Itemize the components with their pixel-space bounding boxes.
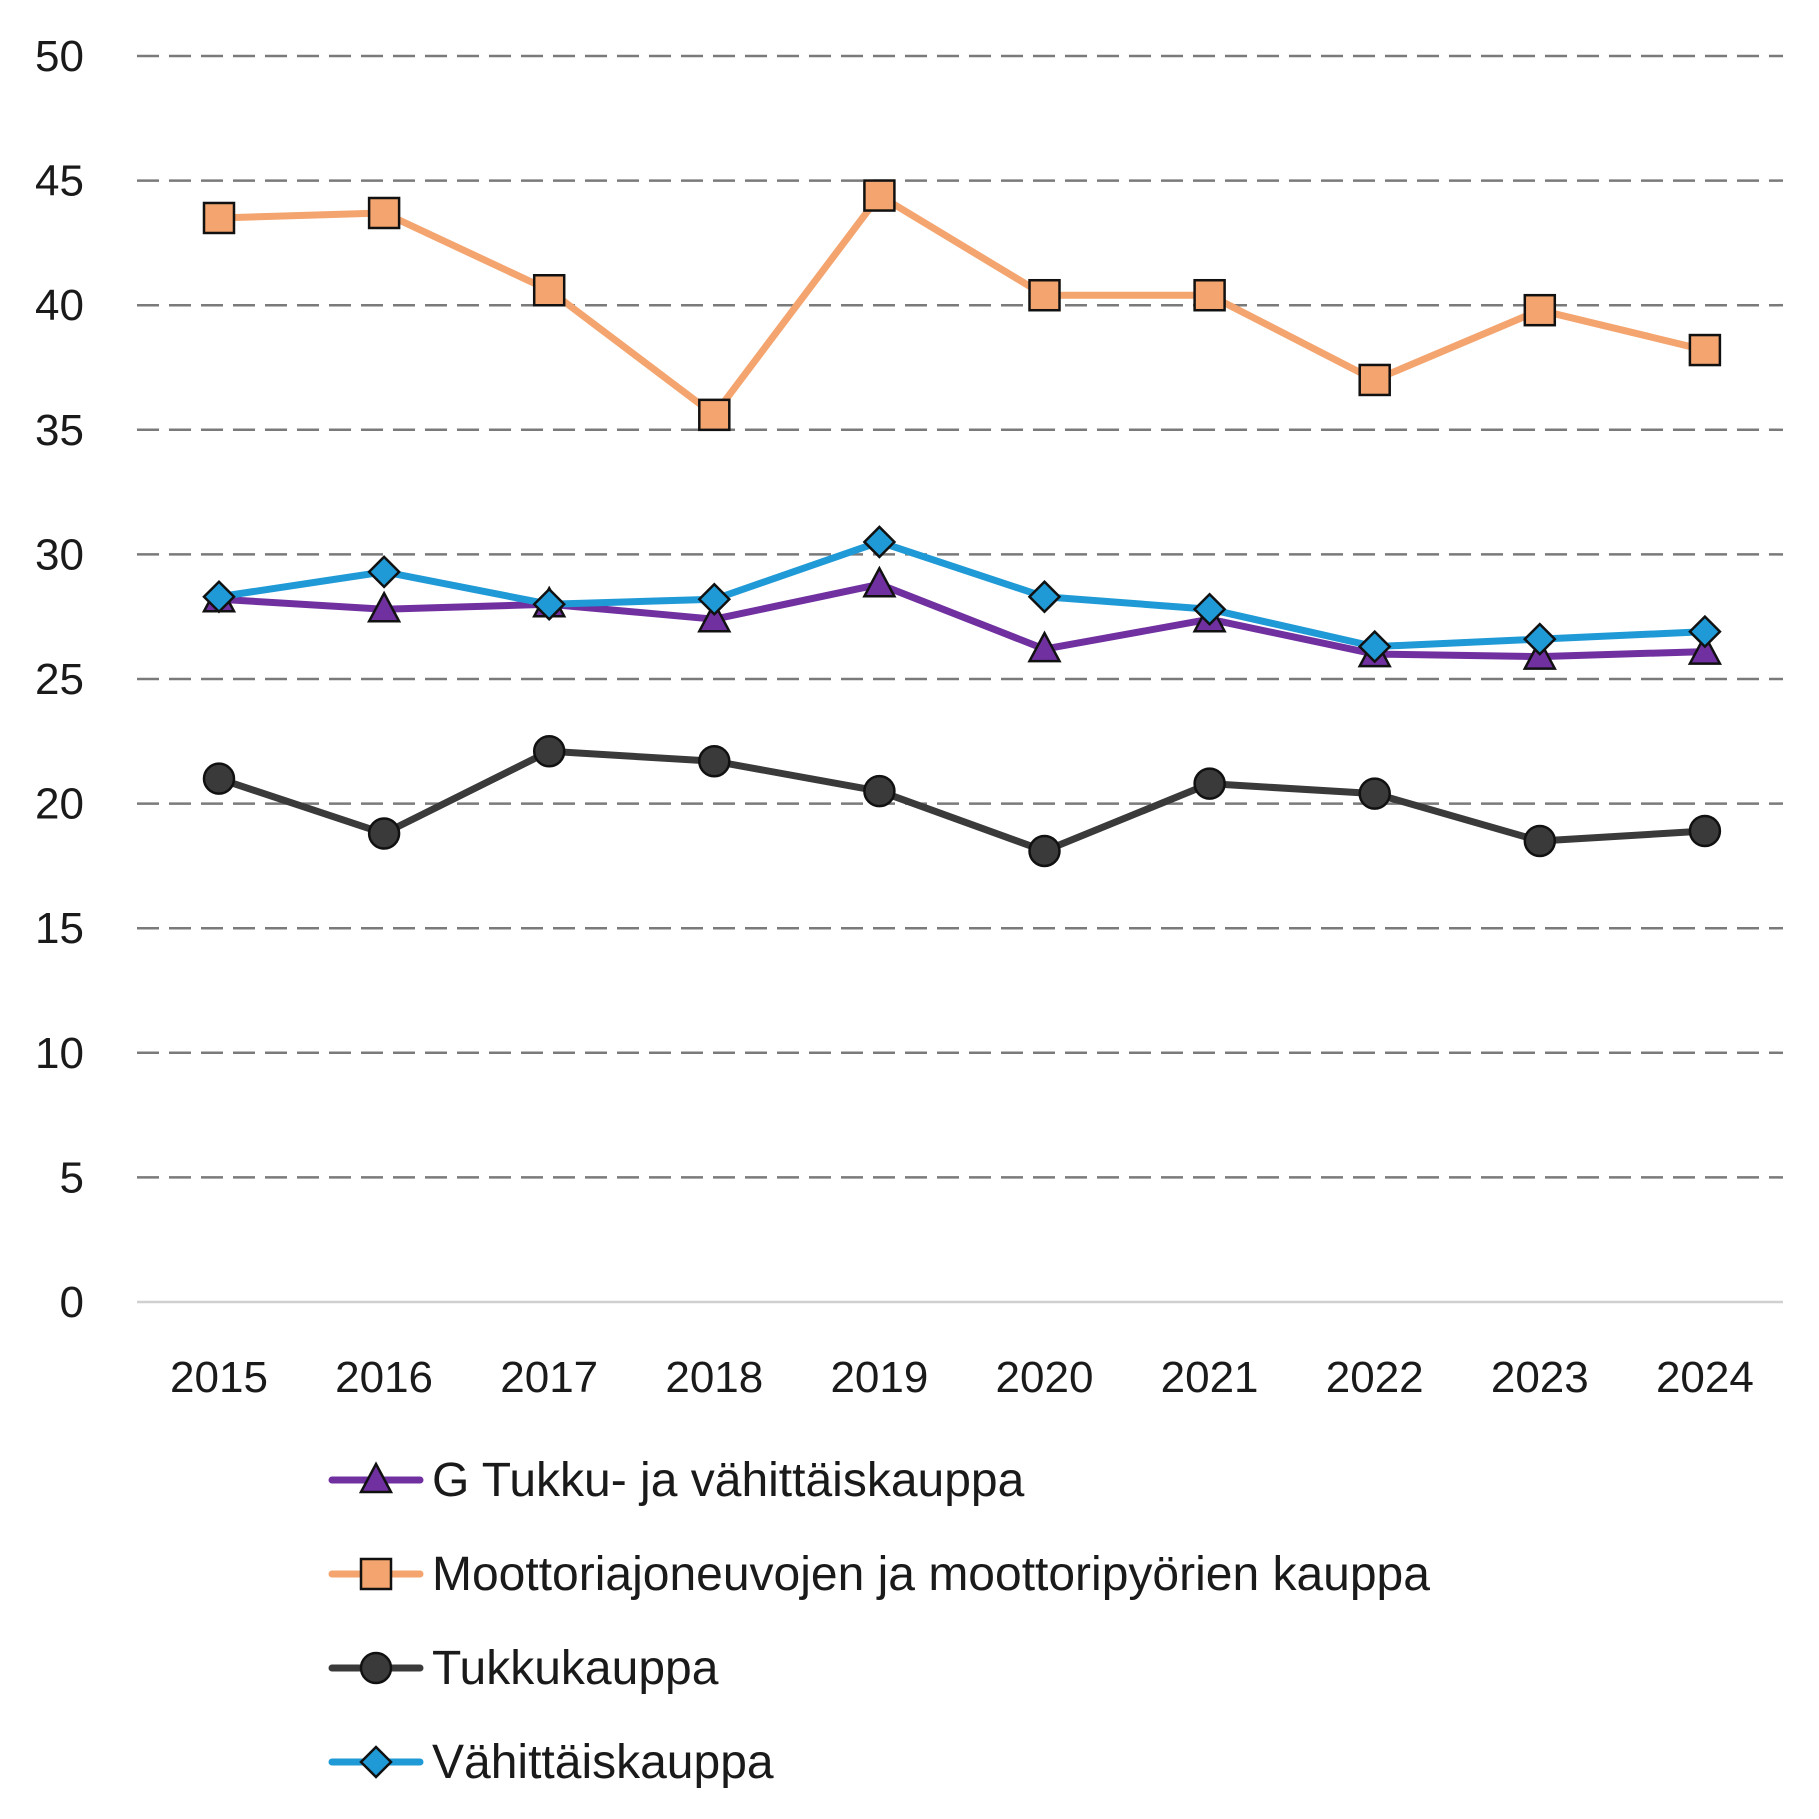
legend-marker-diamond	[359, 1745, 393, 1779]
data-point-diamond	[1192, 592, 1227, 626]
data-point-square	[1358, 363, 1391, 397]
x-tick-label: 2022	[1326, 1353, 1424, 1402]
y-tick-label: 5	[60, 1153, 84, 1202]
data-point-square	[367, 196, 401, 230]
data-point-square	[202, 201, 236, 235]
data-point-circle	[202, 762, 236, 795]
series-line	[215, 747, 1709, 855]
y-tick-label: 25	[35, 655, 84, 704]
x-tick-label: 2020	[996, 1353, 1094, 1402]
series-line	[215, 580, 1709, 661]
data-point-square	[532, 273, 566, 307]
data-point-diamond	[1688, 614, 1722, 649]
legend: G Tukku- ja vähittäiskauppa Moottoriajone…	[328, 1454, 1430, 1789]
y-tick-label: 0	[60, 1278, 84, 1327]
data-point-circle	[863, 774, 896, 808]
series-diamond	[202, 525, 1722, 664]
legend-item: Moottoriajoneuvojen ja moottoripyörien k…	[328, 1548, 1430, 1601]
x-tick-label: 2017	[500, 1353, 598, 1402]
x-tick-label: 2016	[335, 1353, 433, 1402]
x-tick-label: 2015	[170, 1353, 268, 1402]
x-tick-label: 2021	[1161, 1353, 1259, 1402]
data-point-diamond	[367, 555, 401, 589]
data-point-diamond	[532, 587, 566, 622]
x-tick-label: 2019	[830, 1353, 928, 1402]
y-axis-ticks: 0 5 10 15 20 25 30 35 40 45 50	[35, 32, 84, 1327]
data-point-circle	[367, 817, 401, 850]
y-tick-label: 30	[35, 530, 84, 579]
legend-marker-circle	[359, 1651, 393, 1685]
data-point-circle	[698, 744, 731, 778]
data-point-triangle	[1687, 632, 1722, 665]
data-point-triangle	[367, 590, 402, 623]
legend-item: G Tukku- ja vähittäiskauppa	[328, 1454, 1025, 1507]
x-tick-label: 2018	[665, 1353, 763, 1402]
y-tick-label: 35	[35, 406, 84, 455]
data-point-square	[863, 179, 896, 212]
data-point-square	[1523, 293, 1557, 327]
y-tick-label: 10	[35, 1029, 84, 1078]
data-point-diamond	[202, 579, 236, 614]
y-tick-label: 40	[35, 281, 84, 330]
y-tick-label: 50	[35, 32, 84, 81]
series-layer	[201, 179, 1722, 868]
x-tick-label: 2024	[1656, 1353, 1754, 1402]
x-axis-ticks: 2015 2016 2017 2018 2019 2020 2021 2022 2023 2024	[170, 1353, 1754, 1402]
legend-label: Tukkukauppa	[432, 1642, 719, 1695]
data-point-diamond	[1027, 579, 1062, 614]
data-point-diamond	[1523, 622, 1557, 656]
y-tick-label: 20	[35, 780, 84, 829]
data-point-triangle	[697, 600, 732, 633]
data-point-triangle	[1027, 630, 1062, 663]
data-point-circle	[1193, 767, 1226, 800]
x-tick-label: 2023	[1491, 1353, 1589, 1402]
legend-label: Moottoriajoneuvojen ja moottoripyörien k…	[432, 1548, 1430, 1601]
y-tick-label: 15	[35, 904, 84, 953]
data-point-circle	[1523, 824, 1557, 858]
series-square	[202, 179, 1722, 432]
legend-item: Tukkukauppa	[328, 1642, 719, 1695]
y-tick-label: 45	[35, 157, 84, 206]
data-point-diamond	[862, 525, 897, 559]
legend-item: Vähittäiskauppa	[328, 1736, 774, 1789]
data-point-square	[698, 398, 731, 432]
legend-label: Vähittäiskauppa	[432, 1736, 774, 1789]
data-point-square	[1193, 278, 1226, 312]
legend-marker-triangle	[358, 1461, 394, 1494]
legend-marker-square	[359, 1557, 393, 1591]
data-point-triangle	[862, 565, 897, 598]
data-point-circle	[532, 735, 566, 768]
data-point-circle	[1028, 834, 1061, 868]
series-circle	[202, 735, 1722, 868]
legend-label: G Tukku- ja vähittäiskauppa	[432, 1454, 1025, 1507]
series-line	[215, 192, 1709, 419]
data-point-square	[1028, 278, 1061, 312]
data-point-diamond	[697, 582, 732, 617]
gridlines	[137, 54, 1783, 1304]
series-line	[215, 538, 1709, 651]
data-point-circle	[1358, 777, 1391, 810]
data-point-circle	[1688, 814, 1722, 848]
data-point-diamond	[1357, 629, 1392, 664]
data-point-square	[1688, 333, 1722, 367]
